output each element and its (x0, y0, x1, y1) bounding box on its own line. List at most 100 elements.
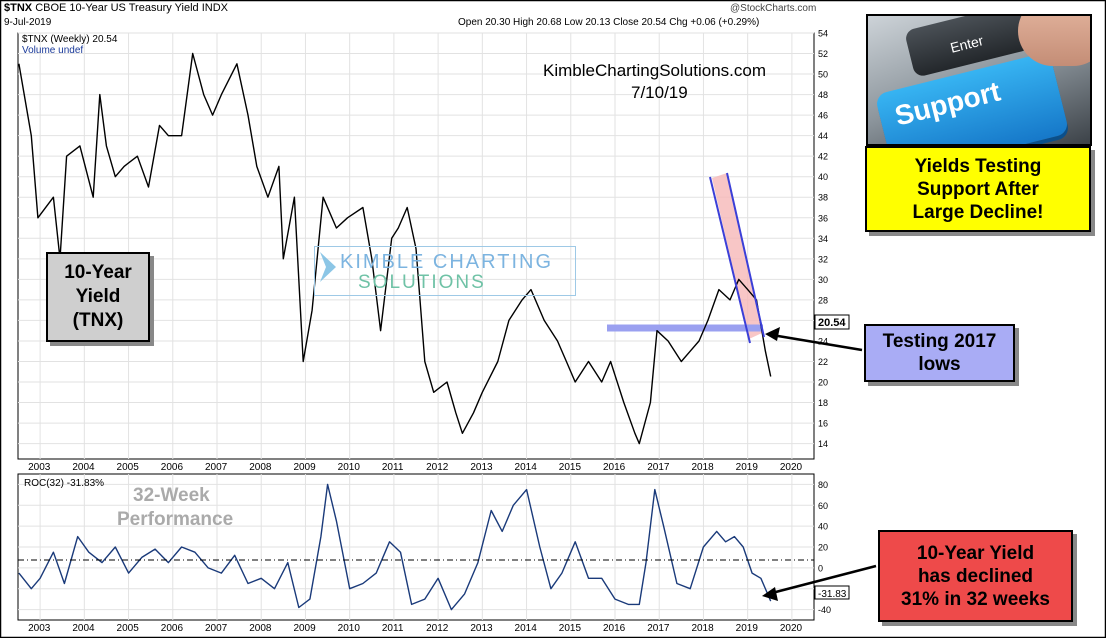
x-tick-label: 2007 (205, 623, 228, 634)
x-tick-label: 2017 (647, 462, 670, 473)
x-tick-label: 2015 (559, 623, 582, 634)
channel-upper-line (726, 172, 765, 338)
x-tick-label: 2016 (603, 462, 626, 473)
x-tick-label: 2013 (470, 462, 493, 473)
x-tick-label: 2004 (72, 623, 95, 634)
y-tick-label: 20 (818, 543, 828, 553)
site-label: KimbleChartingSolutions.com (543, 61, 766, 80)
y-tick-label: 40 (818, 522, 828, 532)
y-tick-label: 44 (818, 131, 828, 141)
callout-10yr-yield: 10-Year Yield (TNX) (46, 252, 150, 342)
price-legend: $TNX (Weekly) 20.54 Volume undef (22, 34, 117, 56)
callout-tnx-line-1: 10-Year (64, 262, 132, 283)
y-tick-label: 20 (818, 378, 828, 388)
y-tick-label: 60 (818, 501, 828, 511)
logo-watermark-line-2: SOLUTIONS (358, 272, 486, 293)
x-tick-label: 2006 (161, 623, 184, 634)
channel-lower-line (709, 176, 751, 344)
x-tick-label: 2011 (382, 462, 404, 473)
x-tick-label: 2006 (161, 462, 184, 473)
x-tick-label: 2018 (691, 462, 714, 473)
y-tick-label: 38 (818, 193, 828, 203)
x-tick-label: 2020 (780, 623, 803, 634)
price-legend-line-1: $TNX (Weekly) 20.54 (22, 34, 118, 45)
y-tick-label: 52 (818, 49, 828, 59)
x-tick-label: 2007 (205, 462, 228, 473)
y-tick-label: 0 (818, 563, 823, 573)
y-tick-label: 34 (818, 234, 828, 244)
callout-testing-line-1: Testing 2017 (882, 331, 997, 352)
price-last-value-box (814, 314, 850, 330)
x-tick-label: 2020 (780, 462, 803, 473)
x-tick-label: 2016 (603, 623, 626, 634)
x-tick-label: 2014 (515, 623, 538, 634)
x-tick-label: 2009 (293, 623, 316, 634)
price-legend-line-2: Volume undef (22, 45, 84, 56)
header-date: 9-Jul-2019 (4, 17, 52, 28)
callout-declined-line-1: 10-Year Yield (916, 542, 1035, 564)
y-tick-label: 48 (818, 90, 828, 100)
x-tick-label: 2005 (117, 623, 140, 634)
falling-channel-fill (712, 173, 762, 339)
callout-support-line-3: Large Decline! (912, 201, 1044, 223)
y-tick-label: 42 (818, 152, 828, 162)
x-tick-label: 2012 (426, 623, 449, 634)
y-tick-label: 24 (818, 336, 828, 346)
callout-support-line-1: Yields Testing (914, 155, 1042, 177)
callout-tnx-line-2: Yield (75, 286, 121, 307)
x-tick-label: 2013 (470, 623, 493, 634)
x-tick-label: 2005 (117, 462, 140, 473)
x-tick-label: 2014 (515, 462, 538, 473)
x-tick-label: 2010 (338, 623, 361, 634)
callout-yields-testing-support: Yields Testing Support After Large Decli… (865, 146, 1091, 232)
roc-last-value-box (814, 585, 850, 600)
x-tick-label: 2008 (249, 623, 272, 634)
roc-last-value-label: -31.83 (818, 589, 847, 600)
callout-yield-declined: 10-Year Yield has declined 31% in 32 wee… (878, 530, 1073, 622)
logo-arrow-icon (320, 252, 336, 282)
y-tick-label: -40 (818, 605, 831, 615)
x-tick-label: 2009 (293, 462, 316, 473)
performance-line-1: 32-Week (133, 485, 210, 506)
callout-tnx-line-3: (TNX) (72, 310, 124, 331)
support-key-photo: Enter Support (866, 14, 1092, 146)
arrow-testing (765, 327, 863, 352)
header-name: CBOE 10-Year US Treasury Yield (35, 2, 199, 14)
y-tick-label: 46 (818, 111, 828, 121)
y-tick-label: 16 (818, 419, 828, 429)
y-tick-label: 18 (818, 398, 828, 408)
x-tick-label: 2003 (28, 462, 51, 473)
callout-declined-line-2: has declined (917, 565, 1034, 587)
y-tick-label: 40 (818, 172, 828, 182)
x-tick-label: 2010 (338, 462, 361, 473)
logo-watermark-box (314, 246, 576, 296)
y-tick-label: 32 (818, 254, 828, 264)
header-title: $TNX CBOE 10-Year US Treasury Yield INDX (4, 2, 228, 14)
callout-declined-line-3: 31% in 32 weeks (901, 588, 1050, 610)
y-tick-label: 80 (818, 480, 828, 490)
callout-testing-line-2: lows (918, 354, 961, 375)
x-tick-label: 2018 (691, 623, 714, 634)
x-tick-label: 2011 (382, 623, 404, 634)
price-last-value-label: 20.54 (818, 317, 846, 329)
y-tick-label: 30 (818, 275, 828, 285)
callout-support-line-2: Support After (917, 178, 1039, 200)
x-tick-label: 2012 (426, 462, 449, 473)
x-tick-label: 2015 (559, 462, 582, 473)
performance-line-2: Performance (117, 509, 233, 530)
header-quote: Open 20.30 High 20.68 Low 20.13 Close 20… (458, 17, 760, 28)
x-tick-label: 2019 (736, 462, 759, 473)
y-tick-label: 54 (818, 29, 828, 39)
header-credit: @StockCharts.com (730, 3, 817, 14)
x-tick-label: 2019 (736, 623, 759, 634)
x-tick-label: 2008 (249, 462, 272, 473)
y-tick-label: 22 (818, 357, 828, 367)
x-tick-label: 2004 (72, 462, 95, 473)
y-tick-label: 36 (818, 213, 828, 223)
header-exchange: INDX (201, 2, 228, 14)
arrow-declined (762, 564, 877, 601)
x-tick-label: 2003 (28, 623, 51, 634)
y-tick-label: 14 (818, 439, 828, 449)
roc-series-line (18, 483, 772, 611)
roc-legend: ROC(32) -31.83% (24, 478, 104, 489)
